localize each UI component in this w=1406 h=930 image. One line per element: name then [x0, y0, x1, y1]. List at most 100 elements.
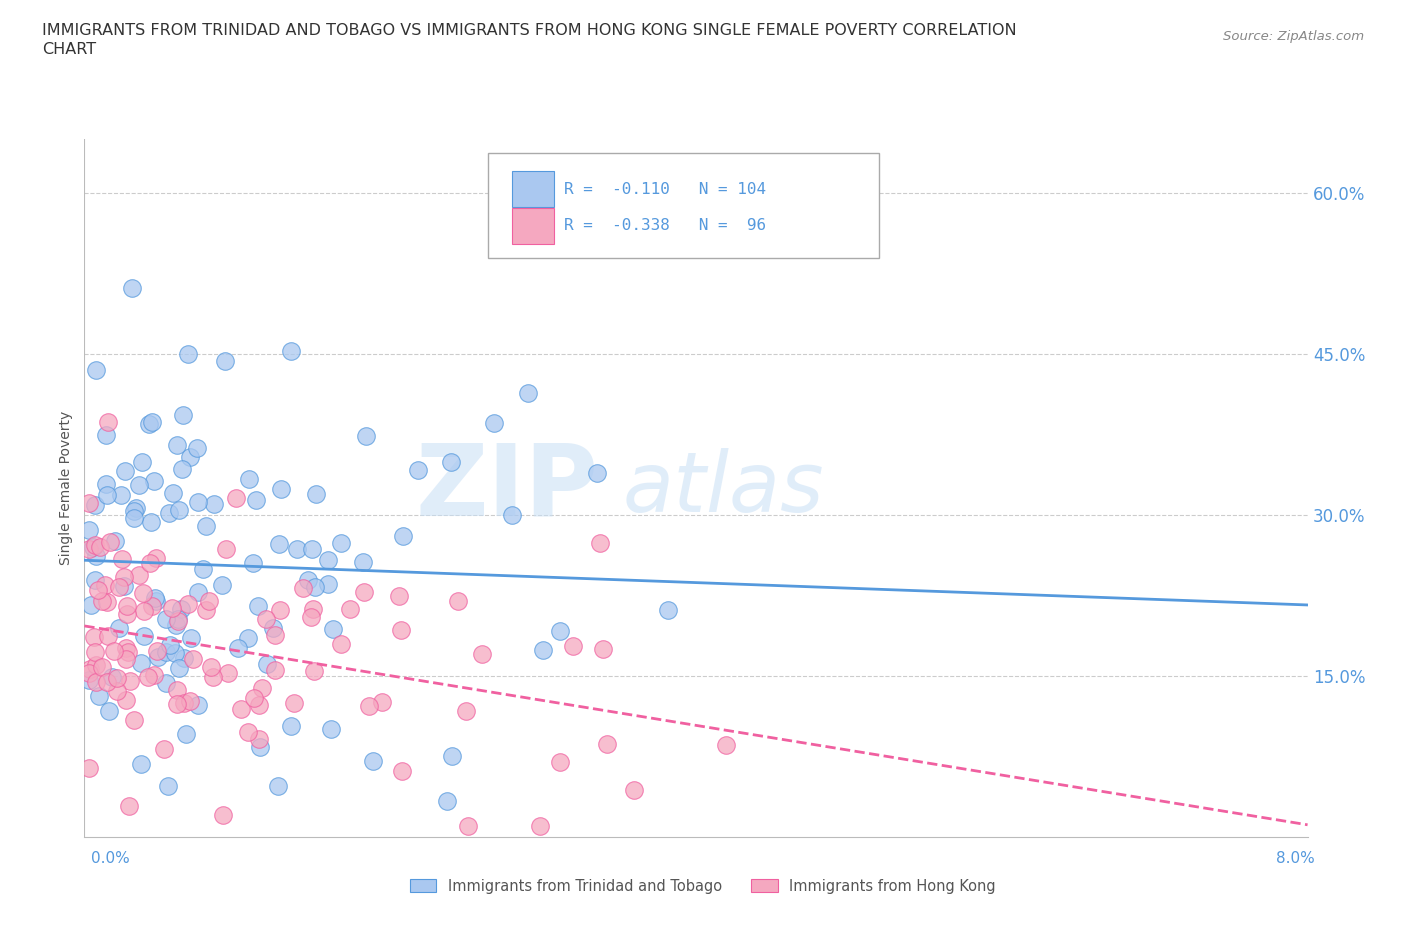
Point — [211, 578, 233, 592]
Point — [138, 417, 160, 432]
Point — [353, 584, 375, 599]
Point — [249, 739, 271, 754]
Point — [115, 606, 138, 621]
Point — [238, 472, 260, 487]
Point — [181, 651, 204, 666]
Point — [162, 485, 184, 500]
Point — [194, 518, 217, 533]
Text: 0.0%: 0.0% — [91, 851, 131, 866]
Point — [194, 602, 217, 617]
Point — [122, 511, 145, 525]
Point — [105, 671, 128, 685]
Point — [83, 538, 105, 552]
Point — [90, 659, 112, 674]
Point — [297, 573, 319, 588]
Point — [157, 778, 180, 793]
Point — [389, 623, 412, 638]
Point — [283, 696, 305, 711]
Point — [457, 818, 479, 833]
Point — [166, 437, 188, 452]
Point — [447, 594, 470, 609]
Point — [121, 281, 143, 296]
Point — [131, 455, 153, 470]
Point — [159, 637, 181, 652]
Point — [529, 818, 551, 833]
Point — [132, 586, 155, 601]
Point — [329, 637, 352, 652]
Point — [111, 551, 134, 566]
Y-axis label: Single Female Poverty: Single Female Poverty — [59, 411, 73, 565]
Point — [176, 597, 198, 612]
Point — [129, 757, 152, 772]
Point — [285, 541, 308, 556]
FancyBboxPatch shape — [513, 171, 554, 207]
Point — [215, 541, 238, 556]
Point — [172, 462, 194, 477]
Point — [262, 620, 284, 635]
Point — [304, 663, 326, 678]
Point — [440, 749, 463, 764]
FancyBboxPatch shape — [488, 153, 880, 259]
Point — [117, 599, 139, 614]
Point — [714, 737, 737, 752]
Point — [316, 552, 339, 567]
Point — [104, 534, 127, 549]
Point — [118, 798, 141, 813]
Point — [83, 630, 105, 644]
Point — [167, 661, 190, 676]
Point — [122, 712, 145, 727]
Point — [89, 688, 111, 703]
Point — [191, 562, 214, 577]
Point — [134, 629, 156, 644]
Point — [97, 704, 120, 719]
Point — [361, 753, 384, 768]
Point — [186, 494, 208, 509]
Point — [141, 414, 163, 429]
Point — [165, 618, 187, 632]
Point — [107, 580, 129, 595]
Point — [77, 541, 100, 556]
Point — [388, 589, 411, 604]
Point — [226, 640, 249, 655]
Point — [322, 622, 344, 637]
Point — [471, 646, 494, 661]
Point — [96, 594, 118, 609]
Point — [269, 603, 291, 618]
Point — [115, 693, 138, 708]
Point — [174, 727, 197, 742]
Point — [200, 659, 222, 674]
Point — [176, 346, 198, 361]
Point — [436, 793, 458, 808]
Text: ZIP: ZIP — [415, 440, 598, 537]
Point — [197, 593, 219, 608]
Point — [167, 614, 190, 629]
Point — [242, 555, 264, 570]
Point — [146, 650, 169, 665]
Point — [247, 732, 270, 747]
Text: Source: ZipAtlas.com: Source: ZipAtlas.com — [1223, 30, 1364, 43]
Point — [179, 450, 201, 465]
Point — [145, 594, 167, 609]
Point — [141, 599, 163, 614]
Point — [371, 694, 394, 709]
Point — [128, 478, 150, 493]
Point — [589, 536, 612, 551]
Point — [86, 658, 108, 672]
Point — [122, 503, 145, 518]
Point — [280, 344, 302, 359]
Point — [592, 641, 614, 656]
Point — [128, 567, 150, 582]
Point — [77, 496, 100, 511]
Point — [263, 662, 285, 677]
Point — [211, 807, 233, 822]
Point — [531, 642, 554, 657]
Point — [247, 698, 270, 712]
Point — [561, 639, 583, 654]
Point — [125, 500, 148, 515]
Point — [585, 466, 607, 481]
Point — [94, 428, 117, 443]
Point — [84, 572, 107, 587]
Point — [406, 462, 429, 477]
Text: R =  -0.110   N = 104: R = -0.110 N = 104 — [564, 181, 766, 196]
Point — [143, 473, 166, 488]
